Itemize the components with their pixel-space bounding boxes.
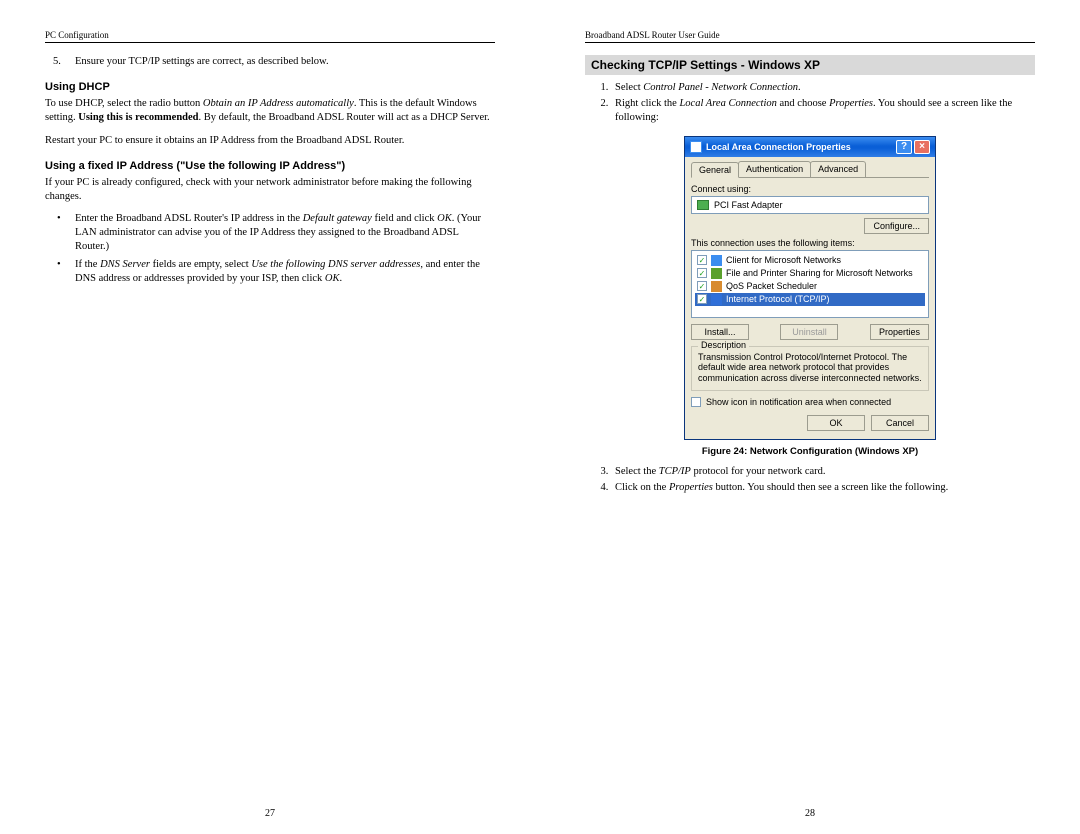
list-item-selected[interactable]: ✓ Internet Protocol (TCP/IP) <box>695 293 925 306</box>
dhcp-paragraph-1: To use DHCP, select the radio button Obt… <box>45 97 495 125</box>
heading-fixed-ip: Using a fixed IP Address ("Use the follo… <box>45 160 495 172</box>
checkbox-icon[interactable]: ✓ <box>697 255 707 265</box>
cancel-button[interactable]: Cancel <box>871 415 929 431</box>
show-icon-checkbox[interactable]: ✓ <box>691 397 701 407</box>
page-header-left: PC Configuration <box>45 30 495 43</box>
bullet-dns: If the DNS Server fields are empty, sele… <box>71 258 495 286</box>
checkbox-icon[interactable]: ✓ <box>697 268 707 278</box>
list-item[interactable]: ✓ File and Printer Sharing for Microsoft… <box>695 267 925 280</box>
page-header-right: Broadband ADSL Router User Guide <box>585 30 1035 43</box>
install-button[interactable]: Install... <box>691 324 749 340</box>
tab-authentication[interactable]: Authentication <box>738 161 811 177</box>
nic-icon <box>697 200 709 210</box>
tcpip-icon <box>711 294 722 305</box>
qos-icon <box>711 281 722 292</box>
tab-advanced[interactable]: Advanced <box>810 161 866 177</box>
bullet-gateway: Enter the Broadband ADSL Router's IP add… <box>71 212 495 255</box>
fixed-intro: If your PC is already configured, check … <box>45 176 495 204</box>
fixed-bullets: Enter the Broadband ADSL Router's IP add… <box>45 212 495 286</box>
description-text: Transmission Control Protocol/Internet P… <box>698 352 922 384</box>
network-icon <box>690 141 702 153</box>
step-4: Click on the Properties button. You shou… <box>611 481 1035 495</box>
step-2: Right click the Local Area Connection an… <box>611 97 1035 125</box>
right-page: Broadband ADSL Router User Guide Checkin… <box>540 0 1080 834</box>
configure-button[interactable]: Configure... <box>864 218 929 234</box>
page-number-left: 27 <box>265 808 275 819</box>
left-page: PC Configuration Ensure your TCP/IP sett… <box>0 0 540 834</box>
step-5: Ensure your TCP/IP settings are correct,… <box>71 55 495 69</box>
description-label: Description <box>698 340 749 350</box>
checkbox-icon[interactable]: ✓ <box>697 281 707 291</box>
section-title: Checking TCP/IP Settings - Windows XP <box>585 55 1035 75</box>
list-item[interactable]: ✓ QoS Packet Scheduler <box>695 280 925 293</box>
xp-steps-2: Select the TCP/IP protocol for your netw… <box>585 465 1035 495</box>
nic-name: PCI Fast Adapter <box>714 200 783 210</box>
xp-dialog: Local Area Connection Properties ? × Gen… <box>684 136 936 440</box>
uninstall-button: Uninstall <box>780 324 838 340</box>
description-group: Description Transmission Control Protoco… <box>691 346 929 391</box>
connect-using-label: Connect using: <box>691 184 929 194</box>
list-item[interactable]: ✓ Client for Microsoft Networks <box>695 254 925 267</box>
close-button[interactable]: × <box>914 140 930 154</box>
show-icon-row[interactable]: ✓ Show icon in notification area when co… <box>691 397 929 407</box>
ok-button[interactable]: OK <box>807 415 865 431</box>
dhcp-paragraph-2: Restart your PC to ensure it obtains an … <box>45 134 495 148</box>
step-list: Ensure your TCP/IP settings are correct,… <box>45 55 495 69</box>
help-button[interactable]: ? <box>896 140 912 154</box>
client-icon <box>711 255 722 266</box>
properties-button[interactable]: Properties <box>870 324 929 340</box>
share-icon <box>711 268 722 279</box>
heading-dhcp: Using DHCP <box>45 81 495 93</box>
xp-steps-1: Select Control Panel - Network Connectio… <box>585 81 1035 126</box>
nic-field: PCI Fast Adapter <box>691 196 929 214</box>
step-3: Select the TCP/IP protocol for your netw… <box>611 465 1035 479</box>
items-label: This connection uses the following items… <box>691 238 929 248</box>
dialog-title: Local Area Connection Properties <box>706 142 851 152</box>
step-1: Select Control Panel - Network Connectio… <box>611 81 1035 95</box>
items-listbox[interactable]: ✓ Client for Microsoft Networks ✓ File a… <box>691 250 929 318</box>
tab-strip: General Authentication Advanced <box>691 161 929 178</box>
titlebar[interactable]: Local Area Connection Properties ? × <box>685 137 935 157</box>
checkbox-icon[interactable]: ✓ <box>697 294 707 304</box>
show-icon-label: Show icon in notification area when conn… <box>706 397 891 407</box>
tab-general[interactable]: General <box>691 162 739 178</box>
figure-caption: Figure 24: Network Configuration (Window… <box>585 446 1035 457</box>
page-number-right: 28 <box>805 808 815 819</box>
